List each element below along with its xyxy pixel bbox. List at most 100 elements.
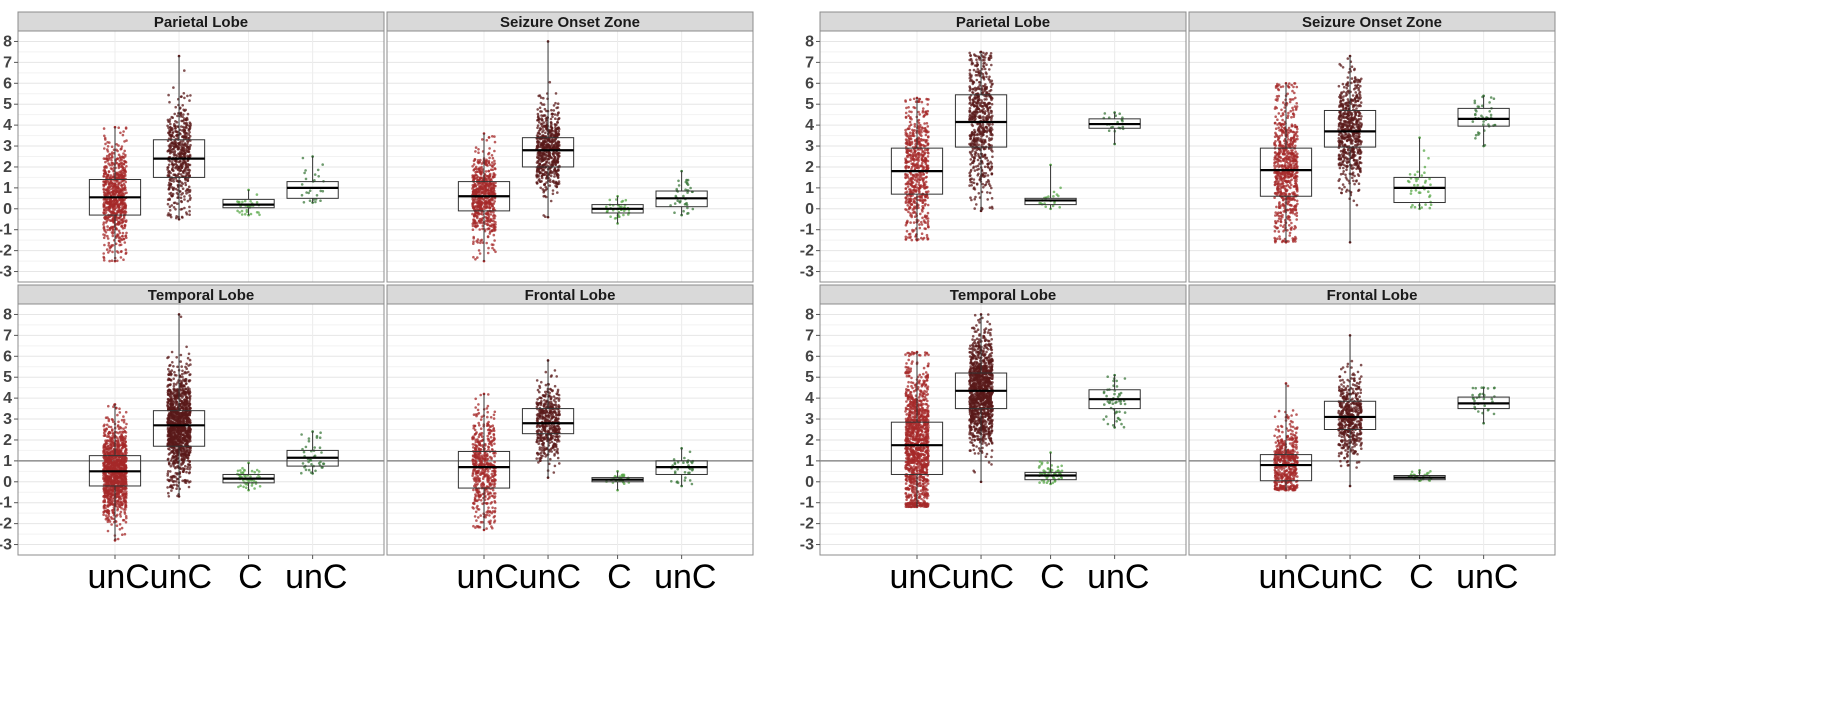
data-point — [121, 199, 124, 202]
data-point — [484, 170, 488, 173]
data-point — [185, 121, 188, 125]
data-point — [471, 228, 475, 231]
data-point — [172, 449, 175, 453]
data-point — [473, 190, 477, 194]
data-point — [110, 153, 114, 156]
data-point — [102, 127, 106, 130]
data-point — [486, 235, 490, 239]
data-point — [176, 365, 179, 369]
data-point — [166, 472, 170, 475]
data-point — [172, 180, 175, 183]
y-tick-label: 2 — [3, 159, 12, 176]
data-point — [183, 206, 186, 210]
data-point — [170, 195, 174, 198]
data-point — [173, 124, 177, 128]
data-point — [305, 191, 308, 194]
data-point — [166, 213, 170, 217]
data-point — [103, 204, 106, 207]
data-point — [549, 199, 553, 203]
data-point — [485, 216, 489, 220]
data-point — [121, 133, 125, 137]
data-point — [121, 493, 125, 497]
data-point — [123, 167, 127, 170]
data-point — [110, 199, 113, 203]
data-point — [103, 433, 107, 437]
data-point — [188, 358, 192, 362]
data-point — [172, 483, 176, 487]
data-point — [174, 208, 177, 211]
data-point — [102, 445, 106, 449]
data-point — [187, 481, 191, 484]
data-point — [122, 237, 126, 241]
data-point — [548, 184, 552, 187]
data-point — [185, 362, 188, 366]
data-point — [183, 126, 186, 130]
data-point — [541, 118, 544, 121]
data-point — [170, 150, 173, 154]
data-point — [168, 146, 172, 150]
data-point — [111, 462, 114, 466]
data-point — [121, 533, 124, 536]
data-point — [124, 180, 127, 184]
data-point — [172, 206, 176, 209]
data-point — [122, 215, 126, 218]
data-point — [179, 196, 183, 200]
data-point — [304, 177, 308, 181]
data-point — [237, 200, 240, 204]
data-point — [245, 208, 249, 212]
data-point — [116, 537, 120, 541]
data-point — [308, 199, 312, 202]
data-point — [109, 174, 113, 177]
data-point — [120, 180, 123, 183]
data-point — [182, 420, 186, 423]
data-point — [472, 255, 475, 259]
data-point — [486, 251, 490, 255]
data-point — [104, 466, 107, 470]
data-point — [553, 157, 556, 161]
data-point — [472, 221, 475, 224]
data-point — [554, 151, 558, 154]
y-tick-label: 4 — [3, 117, 12, 134]
data-point — [110, 210, 114, 213]
data-point — [111, 420, 115, 424]
data-point — [123, 475, 127, 478]
data-point — [173, 142, 177, 145]
data-point — [187, 485, 191, 489]
data-point — [484, 190, 487, 193]
data-point — [315, 194, 319, 197]
data-point — [166, 166, 169, 169]
data-point — [118, 240, 122, 244]
data-point — [545, 128, 548, 131]
data-point — [556, 102, 560, 105]
data-point — [491, 176, 495, 179]
data-point — [112, 221, 115, 224]
data-point — [316, 168, 320, 172]
data-point — [486, 197, 490, 200]
data-point — [110, 439, 113, 443]
data-point — [122, 162, 126, 166]
data-point — [106, 492, 110, 496]
data-point — [168, 209, 172, 212]
data-point — [119, 500, 122, 504]
data-point — [554, 92, 558, 95]
data-point — [102, 211, 105, 214]
data-point — [472, 242, 475, 245]
data-point — [300, 183, 304, 186]
data-point — [187, 136, 191, 140]
data-point — [186, 159, 189, 162]
y-tick-label: 8 — [3, 33, 12, 50]
data-point — [544, 139, 547, 143]
data-point — [106, 480, 109, 484]
data-point — [170, 161, 174, 164]
data-point — [112, 192, 115, 196]
data-point — [185, 118, 188, 122]
data-point — [677, 184, 681, 187]
data-point — [174, 127, 177, 130]
data-point — [109, 204, 112, 208]
data-point — [550, 108, 553, 112]
data-point — [187, 127, 191, 131]
data-point — [473, 174, 477, 177]
data-point — [112, 472, 116, 475]
data-point — [491, 204, 495, 208]
